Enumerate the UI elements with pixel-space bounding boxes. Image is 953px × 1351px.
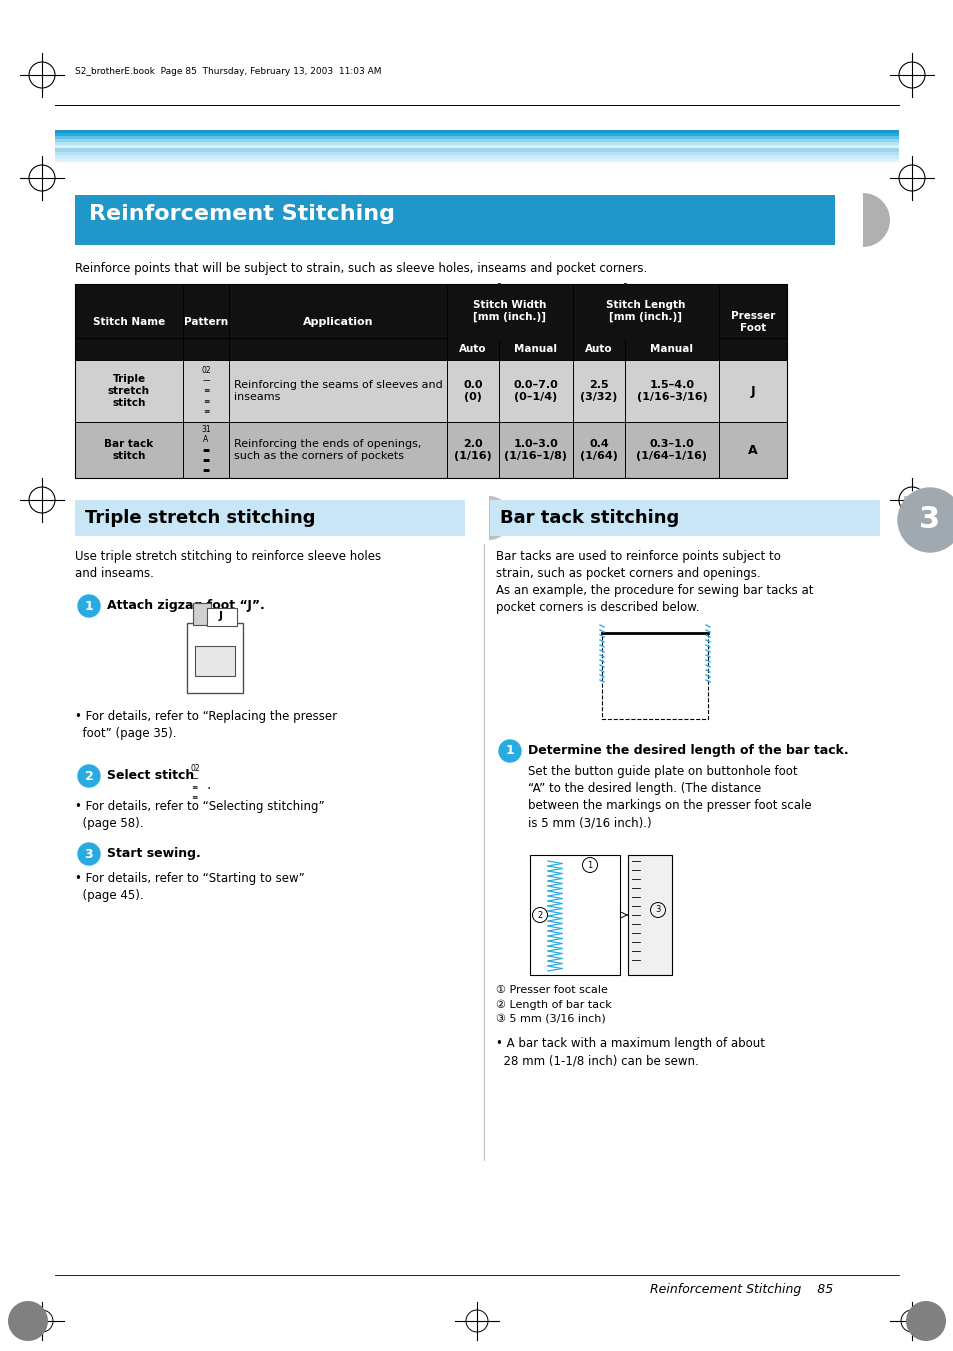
Circle shape <box>897 488 953 553</box>
Text: Stitch Length
[mm (inch.)]: Stitch Length [mm (inch.)] <box>606 300 685 323</box>
Text: Set the button guide plate on buttonhole foot
“A” to the desired length. (The di: Set the button guide plate on buttonhole… <box>527 765 811 830</box>
Text: Reinforcement Stitching: Reinforcement Stitching <box>89 204 395 224</box>
Bar <box>187 623 243 693</box>
Text: Pattern: Pattern <box>184 317 228 327</box>
Text: 2: 2 <box>537 911 542 920</box>
Circle shape <box>8 1301 48 1342</box>
Text: Stitch Name: Stitch Name <box>92 317 165 327</box>
Text: • For details, refer to “Replacing the presser
  foot” (page 35).: • For details, refer to “Replacing the p… <box>75 711 336 740</box>
Text: Triple stretch stitching: Triple stretch stitching <box>85 509 315 527</box>
Text: Reinforcement Stitching    85: Reinforcement Stitching 85 <box>649 1283 832 1296</box>
Bar <box>75 195 834 245</box>
Text: Use triple stretch stitching to reinforce sleeve holes
and inseams.: Use triple stretch stitching to reinforc… <box>75 550 381 580</box>
Text: 2: 2 <box>85 770 93 782</box>
Text: Bar tack stitching: Bar tack stitching <box>499 509 679 527</box>
Wedge shape <box>489 490 517 546</box>
Bar <box>75 284 786 478</box>
Text: • For details, refer to “Selecting stitching”
  (page 58).: • For details, refer to “Selecting stitc… <box>75 800 324 830</box>
Text: Application: Application <box>302 317 373 327</box>
Bar <box>490 500 879 536</box>
Circle shape <box>78 843 100 865</box>
Text: Start sewing.: Start sewing. <box>107 847 200 861</box>
Text: 1: 1 <box>587 861 592 870</box>
Text: 02
—
≡
≡
≡: 02 — ≡ ≡ ≡ <box>201 366 211 416</box>
Text: 3: 3 <box>85 847 93 861</box>
Bar <box>55 130 898 132</box>
Text: .: . <box>207 778 212 792</box>
Text: 0.4
(1/64): 0.4 (1/64) <box>579 439 618 461</box>
Text: Reinforcing the seams of sleeves and
inseams: Reinforcing the seams of sleeves and ins… <box>233 380 442 403</box>
Text: 02
—
≡
≡: 02 — ≡ ≡ <box>191 765 200 802</box>
Text: 1.5–4.0
(1/16–3/16): 1.5–4.0 (1/16–3/16) <box>636 380 706 403</box>
Text: Reinforcing the ends of openings,
such as the corners of pockets: Reinforcing the ends of openings, such a… <box>233 439 421 462</box>
Wedge shape <box>862 193 889 247</box>
Bar <box>55 158 898 162</box>
Circle shape <box>78 765 100 788</box>
Text: Auto: Auto <box>584 345 612 354</box>
Text: Auto: Auto <box>458 345 486 354</box>
Wedge shape <box>903 490 931 546</box>
Bar <box>194 646 234 676</box>
Circle shape <box>78 594 100 617</box>
Bar <box>55 132 898 136</box>
Bar <box>55 142 898 145</box>
Text: 1: 1 <box>505 744 514 758</box>
Text: 0.3–1.0
(1/64–1/16): 0.3–1.0 (1/64–1/16) <box>636 439 707 461</box>
Bar <box>589 626 720 725</box>
Text: Reinforce points that will be subject to strain, such as sleeve holes, inseams a: Reinforce points that will be subject to… <box>75 262 646 276</box>
Text: 3: 3 <box>919 505 940 535</box>
Text: J: J <box>219 611 223 621</box>
Bar <box>55 155 898 158</box>
Bar <box>75 422 786 478</box>
Wedge shape <box>489 496 511 540</box>
Text: S2_brotherE.book  Page 85  Thursday, February 13, 2003  11:03 AM: S2_brotherE.book Page 85 Thursday, Febru… <box>75 68 381 76</box>
Bar <box>601 634 707 719</box>
Text: 31
A
▬
▬
▬: 31 A ▬ ▬ ▬ <box>201 424 211 476</box>
Text: • For details, refer to “Starting to sew”
  (page 45).: • For details, refer to “Starting to sew… <box>75 871 304 902</box>
Bar <box>55 136 898 139</box>
Text: Stitch Width
[mm (inch.)]: Stitch Width [mm (inch.)] <box>473 300 546 323</box>
Text: Bar tacks are used to reinforce points subject to
strain, such as pocket corners: Bar tacks are used to reinforce points s… <box>496 550 813 613</box>
Bar <box>75 500 464 536</box>
Bar <box>55 151 898 155</box>
Text: A: A <box>747 443 757 457</box>
Text: 2.5
(3/32): 2.5 (3/32) <box>579 380 617 403</box>
Bar <box>627 855 671 975</box>
Text: Attach zigzag foot “J”.: Attach zigzag foot “J”. <box>107 598 265 612</box>
Bar <box>75 284 786 359</box>
Text: Manual: Manual <box>514 345 557 354</box>
Wedge shape <box>862 186 895 253</box>
Text: 1: 1 <box>85 600 93 612</box>
Bar <box>207 608 236 626</box>
Text: Triple
stretch
stitch: Triple stretch stitch <box>108 374 150 408</box>
Circle shape <box>905 1301 945 1342</box>
Bar <box>55 139 898 142</box>
Bar <box>193 603 211 626</box>
Text: • A bar tack with a maximum length of about
  28 mm (1-1/8 inch) can be sewn.: • A bar tack with a maximum length of ab… <box>496 1038 764 1067</box>
Text: Select stitch: Select stitch <box>107 769 194 782</box>
Circle shape <box>498 740 520 762</box>
Text: 1.0–3.0
(1/16–1/8): 1.0–3.0 (1/16–1/8) <box>504 439 567 461</box>
Text: Manual: Manual <box>650 345 693 354</box>
Bar <box>75 359 786 422</box>
Text: Bar tack
stitch: Bar tack stitch <box>104 439 153 461</box>
Bar <box>55 145 898 149</box>
Text: J: J <box>750 385 755 397</box>
Text: ① Presser foot scale
② Length of bar tack
③ 5 mm (3/16 inch): ① Presser foot scale ② Length of bar tac… <box>496 985 611 1024</box>
Text: 2.0
(1/16): 2.0 (1/16) <box>454 439 492 461</box>
Wedge shape <box>903 496 925 540</box>
Text: 3: 3 <box>655 905 660 915</box>
Bar <box>55 149 898 151</box>
Text: Presser
Foot: Presser Foot <box>730 311 775 334</box>
Text: 0.0–7.0
(0–1/4): 0.0–7.0 (0–1/4) <box>513 380 558 403</box>
Bar <box>530 855 619 975</box>
Text: Determine the desired length of the bar tack.: Determine the desired length of the bar … <box>527 744 848 757</box>
Text: 0.0
(0): 0.0 (0) <box>463 380 482 403</box>
